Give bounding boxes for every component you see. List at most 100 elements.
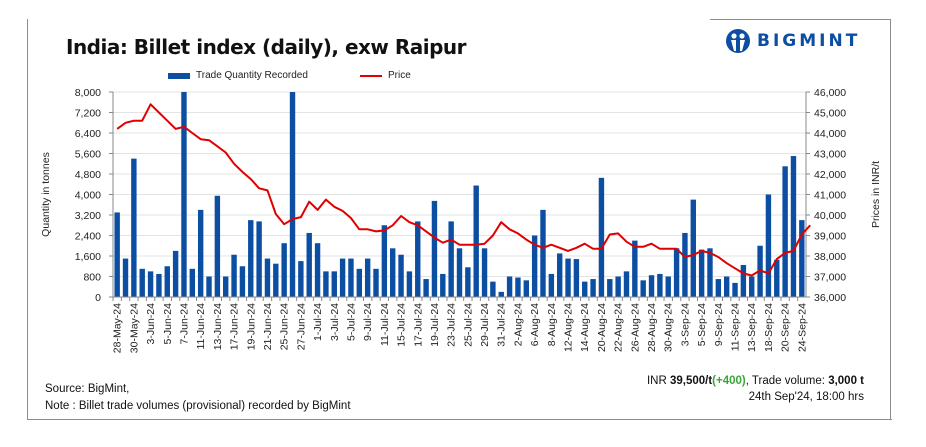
bar: [331, 271, 337, 297]
summary-mid: , Trade volume:: [745, 375, 829, 387]
bar: [256, 221, 262, 297]
bar: [223, 276, 229, 297]
bar: [139, 268, 145, 297]
bar: [197, 209, 204, 297]
frame-right: [890, 19, 891, 420]
x-tick-label: 30-May-24: [128, 303, 140, 353]
bar: [640, 280, 646, 297]
bar: [749, 276, 755, 297]
bar: [147, 271, 154, 297]
bar: [565, 258, 571, 297]
y2-tick-label: 36,000: [814, 292, 846, 304]
bar: [122, 258, 129, 297]
x-tick-label: 30-Aug-24: [663, 303, 675, 352]
bar: [390, 248, 396, 297]
chart-frame: [27, 19, 892, 420]
frame-top: [710, 19, 891, 20]
x-tick-label: 21-Jun-24: [262, 303, 274, 350]
y2-tick-label: 41,000: [814, 190, 846, 202]
bar: [306, 232, 312, 297]
bar: [348, 258, 354, 297]
x-tick-label: 13-Jun-24: [212, 303, 224, 350]
x-tick-label: 11-Jul-24: [379, 303, 391, 346]
x-tick-label: 20-Aug-24: [596, 303, 608, 352]
bar: [490, 281, 496, 297]
y2-tick-label: 42,000: [814, 169, 846, 181]
price-line: [116, 103, 811, 277]
bar: [373, 268, 379, 297]
x-tick-label: 22-Aug-24: [613, 303, 625, 352]
note-text: Note : Billet trade volumes (provisional…: [45, 400, 351, 412]
y2-tick-label: 43,000: [814, 149, 846, 161]
bar: [531, 235, 538, 297]
x-tick-label: 17-Jun-24: [229, 303, 241, 350]
y-tick-label: 8,000: [75, 87, 101, 99]
bar: [665, 276, 671, 297]
x-tick-label: 19-Jul-24: [429, 303, 441, 347]
x-tick-label: 27-Jun-24: [295, 303, 307, 350]
bar: [598, 177, 605, 297]
x-tick-label: 20-Sep-24: [780, 303, 792, 352]
bar: [765, 194, 772, 297]
bar: [206, 276, 212, 297]
bar: [273, 263, 279, 297]
bar: [690, 199, 696, 297]
logo-text: BIGMINT: [757, 31, 861, 51]
y-tick-label: 0: [95, 292, 101, 304]
bar: [723, 276, 730, 297]
summary-prefix: INR: [646, 375, 670, 387]
y2-tick-label: 45,000: [814, 108, 846, 120]
bar: [615, 276, 621, 297]
x-tick-label: 17-Jul-24: [412, 303, 424, 347]
y-tick-label: 2,400: [75, 231, 101, 243]
bar: [264, 258, 271, 297]
summary-volume: 3,000 t: [828, 375, 864, 387]
x-tick-label: 6-Aug-24: [529, 303, 541, 346]
x-tick-label: 31-Jul-24: [496, 303, 508, 347]
bar: [506, 276, 513, 297]
bar: [623, 271, 630, 297]
y2-axis-title: Prices in INR/t: [870, 161, 882, 228]
y2-tick-label: 37,000: [814, 272, 846, 284]
x-tick-label: 11-Sep-24: [730, 303, 742, 351]
bar: [632, 240, 638, 297]
x-tick-label: 3-Jul-24: [329, 303, 341, 341]
bar: [114, 212, 120, 297]
bar: [732, 282, 738, 297]
y-tick-label: 5,600: [75, 149, 101, 161]
bar: [556, 253, 563, 297]
x-tick-label: 5-Sep-24: [696, 303, 708, 346]
bar: [298, 261, 304, 297]
bar: [356, 268, 363, 297]
bar: [707, 248, 713, 297]
bar: [406, 271, 413, 297]
x-tick-label: 8-Aug-24: [546, 303, 558, 346]
bar: [481, 248, 488, 297]
x-tick-label: 15-Jul-24: [396, 303, 408, 347]
bar: [540, 209, 546, 297]
bar: [607, 279, 613, 297]
x-tick-label: 1-Jul-24: [312, 303, 324, 341]
y2-tick-label: 40,000: [814, 210, 846, 222]
bar: [698, 249, 705, 297]
bar: [715, 279, 722, 297]
bar: [281, 243, 287, 297]
bar: [231, 254, 237, 297]
bigmint-logo: BIGMINT: [725, 28, 860, 54]
bar: [498, 291, 504, 297]
summary-change: (+400): [712, 375, 746, 387]
chart-title: India: Billet index (daily), exw Raipur: [66, 35, 467, 59]
bar: [448, 221, 454, 297]
y-tick-label: 1,600: [75, 251, 101, 263]
bar: [682, 232, 688, 297]
y-tick-label: 4,800: [75, 169, 101, 181]
bar: [648, 275, 655, 297]
y-tick-label: 800: [83, 272, 101, 284]
bar: [799, 220, 805, 297]
y2-tick-label: 44,000: [814, 128, 846, 140]
source-text: Source: BigMint,: [45, 383, 130, 395]
bar: [131, 158, 137, 297]
bar: [523, 280, 529, 297]
bar: [774, 259, 780, 297]
